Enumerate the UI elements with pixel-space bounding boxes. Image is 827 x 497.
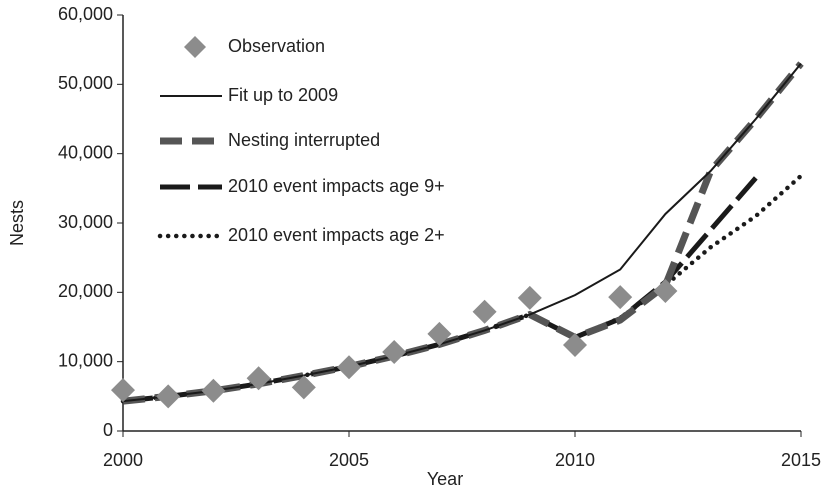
observation-marker bbox=[246, 366, 271, 391]
observation-marker bbox=[382, 339, 407, 364]
y-tick-label: 60,000 bbox=[58, 4, 113, 24]
observation-marker bbox=[472, 299, 497, 324]
observation-marker bbox=[201, 378, 226, 403]
observation-marker bbox=[653, 278, 678, 303]
x-tick-label: 2015 bbox=[781, 450, 821, 470]
series-line bbox=[120, 173, 804, 404]
y-tick-label: 30,000 bbox=[58, 212, 113, 232]
x-tick-label: 2005 bbox=[329, 450, 369, 470]
legend-marker bbox=[184, 36, 206, 58]
legend-label: 2010 event impacts age 2+ bbox=[228, 225, 445, 245]
series-line bbox=[122, 62, 802, 403]
legend-label: Observation bbox=[228, 36, 325, 56]
observation-marker bbox=[517, 285, 542, 310]
y-tick-label: 10,000 bbox=[58, 350, 113, 370]
x-tick-label: 2000 bbox=[103, 450, 143, 470]
observation-marker bbox=[337, 355, 361, 380]
x-axis-label: Year bbox=[427, 469, 463, 489]
y-axis-label: Nests bbox=[7, 200, 27, 246]
y-tick-label: 20,000 bbox=[58, 281, 113, 301]
y-tick-label: 0 bbox=[103, 420, 113, 440]
observation-marker bbox=[608, 285, 633, 310]
observation-marker bbox=[427, 321, 452, 346]
observation-marker bbox=[156, 384, 181, 409]
legend-label: Fit up to 2009 bbox=[228, 85, 338, 105]
legend-label: Nesting interrupted bbox=[228, 130, 380, 150]
observation-marker bbox=[291, 375, 316, 400]
observation-marker bbox=[563, 333, 587, 358]
y-tick-label: 50,000 bbox=[58, 73, 113, 93]
y-tick-label: 40,000 bbox=[58, 142, 113, 162]
observation-marker bbox=[111, 378, 135, 403]
x-tick-label: 2010 bbox=[555, 450, 595, 470]
legend-label: 2010 event impacts age 9+ bbox=[228, 176, 445, 196]
series-line bbox=[122, 61, 804, 405]
